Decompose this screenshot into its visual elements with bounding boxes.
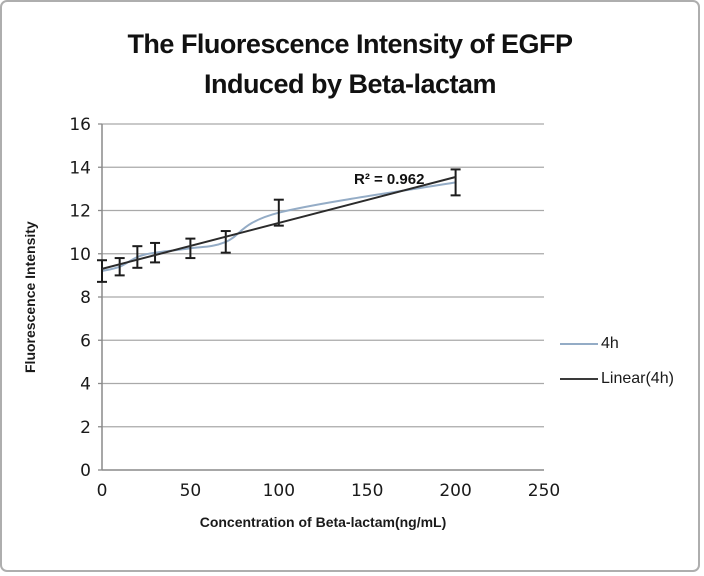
series-line-swatch-icon xyxy=(560,343,598,345)
legend-label: 4h xyxy=(601,335,619,352)
x-axis-title: Concentration of Beta-lactam(ng/mL) xyxy=(199,514,447,530)
trendline xyxy=(101,176,456,270)
x-tick-label: 50 xyxy=(180,481,202,501)
chart-title: The Fluorescence Intensity of EGFP Induc… xyxy=(2,24,698,104)
x-tick-label: 0 xyxy=(97,481,108,501)
x-tick-label: 100 xyxy=(263,481,295,501)
y-tick-label: 14 xyxy=(69,158,91,178)
y-tick-label: 12 xyxy=(69,202,91,222)
x-tick-label: 250 xyxy=(528,481,560,501)
y-tick-label: 16 xyxy=(69,115,91,135)
y-tick-label: 2 xyxy=(80,418,91,438)
chart-title-line1: The Fluorescence Intensity of EGFP xyxy=(127,29,573,59)
legend-label: Linear(4h) xyxy=(601,370,674,387)
series-line-4h xyxy=(101,181,456,273)
r-squared-annotation: R² = 0.962 xyxy=(354,171,425,188)
y-tick-label: 8 xyxy=(80,288,91,308)
trendline-swatch-icon xyxy=(560,378,598,380)
legend: 4h Linear(4h) xyxy=(560,333,674,390)
x-tick-label: 150 xyxy=(351,481,383,501)
y-tick-label: 0 xyxy=(80,461,91,481)
legend-item-linear-4h: Linear(4h) xyxy=(560,368,674,390)
chart-title-line2: Induced by Beta-lactam xyxy=(203,69,497,99)
y-tick-label: 10 xyxy=(69,245,91,265)
y-axis-title: Fluorescence Intensity xyxy=(22,221,38,373)
y-tick-label: 4 xyxy=(80,375,91,395)
x-tick-label: 200 xyxy=(439,481,471,501)
y-tick-label: 6 xyxy=(80,331,91,351)
legend-item-4h: 4h xyxy=(560,333,674,355)
